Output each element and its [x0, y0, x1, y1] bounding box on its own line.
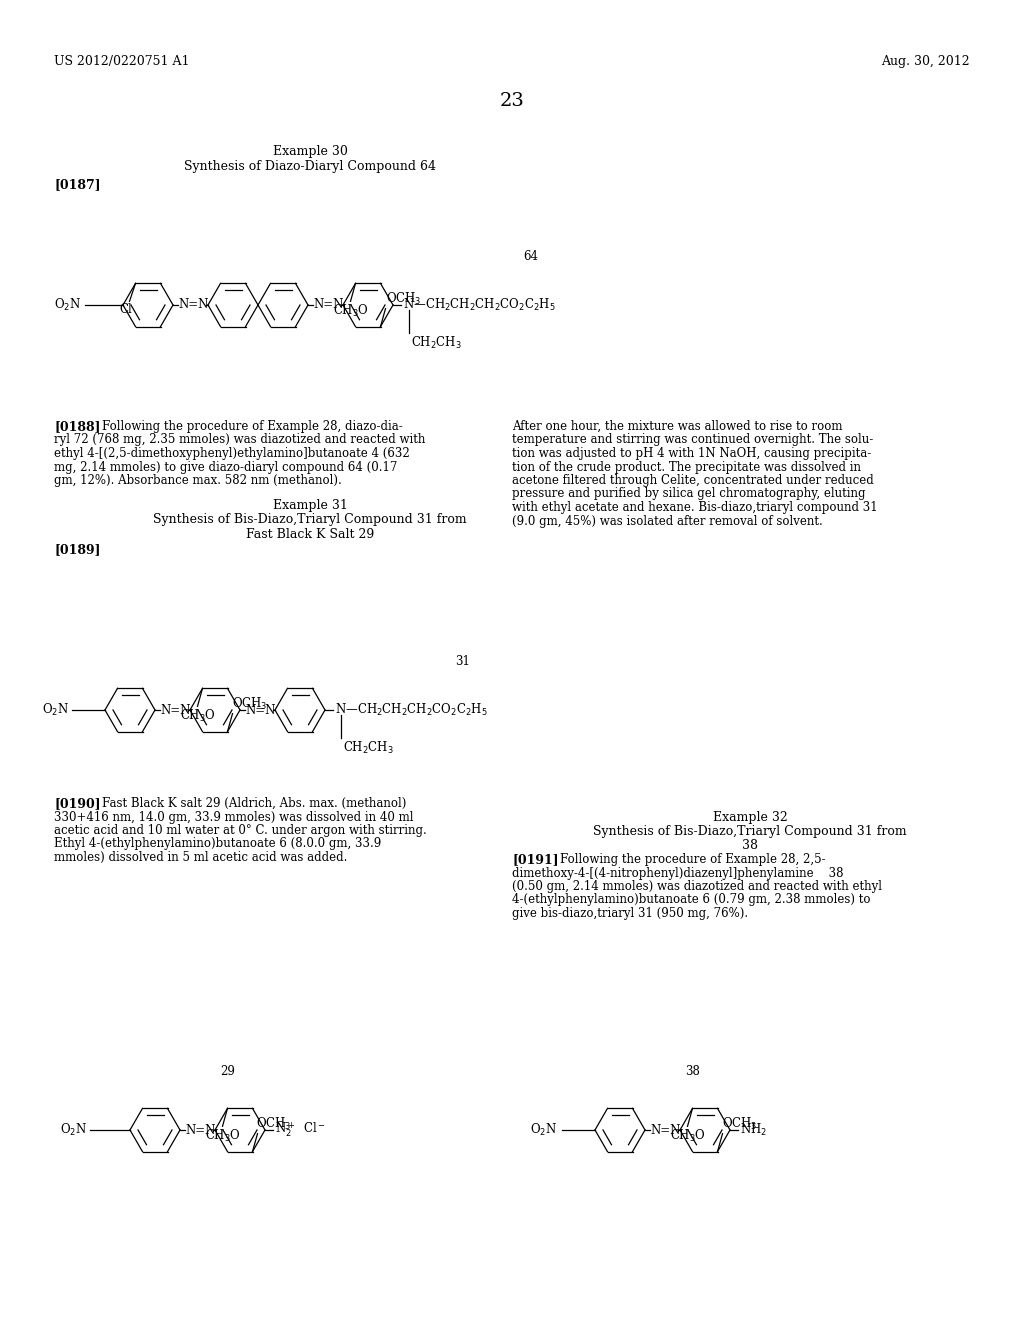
Text: O$_2$N: O$_2$N [54, 297, 81, 313]
Text: N=N: N=N [245, 704, 275, 717]
Text: CH$_2$CH$_3$: CH$_2$CH$_3$ [411, 335, 462, 351]
Text: [0191]: [0191] [512, 853, 559, 866]
Text: N=N: N=N [160, 704, 190, 717]
Text: N—CH$_2$CH$_2$CH$_2$CO$_2$C$_2$H$_5$: N—CH$_2$CH$_2$CH$_2$CO$_2$C$_2$H$_5$ [335, 702, 487, 718]
Text: 38: 38 [685, 1065, 699, 1078]
Text: [0190]: [0190] [54, 797, 100, 810]
Text: CH$_3$O: CH$_3$O [670, 1129, 706, 1144]
Text: OCH$_3$: OCH$_3$ [385, 290, 421, 306]
Text: N=N: N=N [178, 298, 208, 312]
Text: Synthesis of Bis-Diazo,Triaryl Compound 31 from: Synthesis of Bis-Diazo,Triaryl Compound … [593, 825, 907, 838]
Text: 23: 23 [500, 92, 524, 110]
Text: tion was adjusted to pH 4 with 1N NaOH, causing precipita-: tion was adjusted to pH 4 with 1N NaOH, … [512, 447, 871, 459]
Text: CH$_3$O: CH$_3$O [205, 1129, 241, 1144]
Text: ethyl 4-[(2,5-dimethoxyphenyl)ethylamino]butanoate 4 (632: ethyl 4-[(2,5-dimethoxyphenyl)ethylamino… [54, 447, 410, 459]
Text: acetone filtered through Celite, concentrated under reduced: acetone filtered through Celite, concent… [512, 474, 873, 487]
Text: Fast Black K Salt 29: Fast Black K Salt 29 [246, 528, 374, 540]
Text: pressure and purified by silica gel chromatography, eluting: pressure and purified by silica gel chro… [512, 487, 865, 500]
Text: O$_2$N: O$_2$N [60, 1122, 87, 1138]
Text: (0.50 gm, 2.14 mmoles) was diazotized and reacted with ethyl: (0.50 gm, 2.14 mmoles) was diazotized an… [512, 880, 882, 894]
Text: Synthesis of Diazo-Diaryl Compound 64: Synthesis of Diazo-Diaryl Compound 64 [184, 160, 436, 173]
Text: 4-(ethylphenylamino)butanoate 6 (0.79 gm, 2.38 mmoles) to: 4-(ethylphenylamino)butanoate 6 (0.79 gm… [512, 894, 870, 907]
Text: N=N: N=N [313, 298, 343, 312]
Text: O$_2$N: O$_2$N [42, 702, 69, 718]
Text: Following the procedure of Example 28, 2,5-: Following the procedure of Example 28, 2… [560, 853, 825, 866]
Text: 64: 64 [523, 249, 538, 263]
Text: (9.0 gm, 45%) was isolated after removal of solvent.: (9.0 gm, 45%) was isolated after removal… [512, 515, 822, 528]
Text: 38: 38 [742, 840, 758, 851]
Text: ryl 72 (768 mg, 2.35 mmoles) was diazotized and reacted with: ryl 72 (768 mg, 2.35 mmoles) was diazoti… [54, 433, 425, 446]
Text: tion of the crude product. The precipitate was dissolved in: tion of the crude product. The precipita… [512, 461, 861, 474]
Text: [0187]: [0187] [54, 178, 100, 191]
Text: Example 30: Example 30 [272, 145, 347, 158]
Text: N=N: N=N [185, 1123, 215, 1137]
Text: CH$_2$CH$_3$: CH$_2$CH$_3$ [343, 741, 394, 756]
Text: Example 31: Example 31 [272, 499, 347, 512]
Text: temperature and stirring was continued overnight. The solu-: temperature and stirring was continued o… [512, 433, 873, 446]
Text: CH$_3$O: CH$_3$O [333, 304, 369, 319]
Text: give bis-diazo,triaryl 31 (950 mg, 76%).: give bis-diazo,triaryl 31 (950 mg, 76%). [512, 907, 749, 920]
Text: OCH$_3$: OCH$_3$ [256, 1115, 292, 1131]
Text: After one hour, the mixture was allowed to rise to room: After one hour, the mixture was allowed … [512, 420, 843, 433]
Text: NH$_2$: NH$_2$ [740, 1122, 767, 1138]
Text: N$_2^+$  Cl$^-$: N$_2^+$ Cl$^-$ [275, 1121, 326, 1139]
Text: Example 32: Example 32 [713, 810, 787, 824]
Text: gm, 12%). Absorbance max. 582 nm (methanol).: gm, 12%). Absorbance max. 582 nm (methan… [54, 474, 342, 487]
Text: [0189]: [0189] [54, 544, 100, 557]
Text: Following the procedure of Example 28, diazo-dia-: Following the procedure of Example 28, d… [102, 420, 402, 433]
Text: 31: 31 [455, 655, 470, 668]
Text: O$_2$N: O$_2$N [530, 1122, 557, 1138]
Text: 29: 29 [220, 1065, 234, 1078]
Text: mg, 2.14 mmoles) to give diazo-diaryl compound 64 (0.17: mg, 2.14 mmoles) to give diazo-diaryl co… [54, 461, 397, 474]
Text: mmoles) dissolved in 5 ml acetic acid was added.: mmoles) dissolved in 5 ml acetic acid wa… [54, 851, 347, 865]
Text: dimethoxy-4-[(4-nitrophenyl)diazenyl]phenylamine    38: dimethoxy-4-[(4-nitrophenyl)diazenyl]phe… [512, 866, 844, 879]
Text: Synthesis of Bis-Diazo,Triaryl Compound 31 from: Synthesis of Bis-Diazo,Triaryl Compound … [154, 513, 467, 527]
Text: OCH$_3$: OCH$_3$ [232, 696, 268, 711]
Text: Ethyl 4-(ethylphenylamino)butanoate 6 (8.0.0 gm, 33.9: Ethyl 4-(ethylphenylamino)butanoate 6 (8… [54, 837, 381, 850]
Text: Fast Black K salt 29 (Aldrich, Abs. max. (methanol): Fast Black K salt 29 (Aldrich, Abs. max.… [102, 797, 407, 810]
Text: OCH$_3$: OCH$_3$ [722, 1115, 757, 1131]
Text: N=N: N=N [650, 1123, 680, 1137]
Text: [0188]: [0188] [54, 420, 100, 433]
Text: acetic acid and 10 ml water at 0° C. under argon with stirring.: acetic acid and 10 ml water at 0° C. und… [54, 824, 427, 837]
Text: CH$_3$O: CH$_3$O [179, 709, 215, 725]
Text: with ethyl acetate and hexane. Bis-diazo,triaryl compound 31: with ethyl acetate and hexane. Bis-diazo… [512, 502, 878, 513]
Text: 330+416 nm, 14.0 gm, 33.9 mmoles) was dissolved in 40 ml: 330+416 nm, 14.0 gm, 33.9 mmoles) was di… [54, 810, 414, 824]
Text: N—CH$_2$CH$_2$CH$_2$CO$_2$C$_2$H$_5$: N—CH$_2$CH$_2$CH$_2$CO$_2$C$_2$H$_5$ [403, 297, 556, 313]
Text: Cl: Cl [119, 304, 132, 317]
Text: US 2012/0220751 A1: US 2012/0220751 A1 [54, 55, 189, 69]
Text: Aug. 30, 2012: Aug. 30, 2012 [882, 55, 970, 69]
